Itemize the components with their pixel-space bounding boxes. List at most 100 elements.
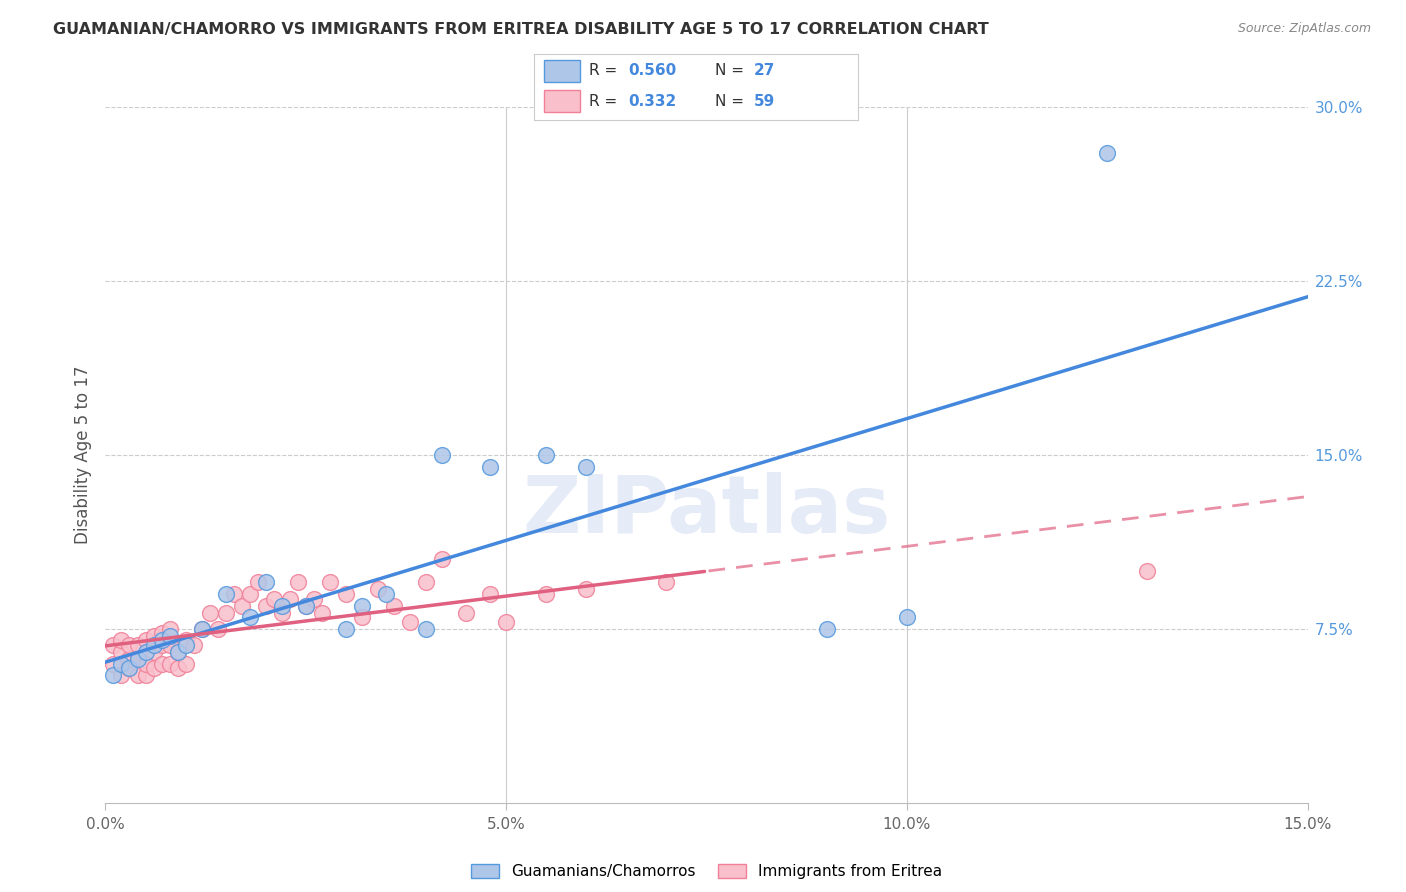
Point bbox=[231, 599, 253, 613]
Point bbox=[239, 587, 262, 601]
Point bbox=[382, 599, 405, 613]
Point bbox=[103, 638, 125, 652]
Point bbox=[575, 459, 598, 474]
Point bbox=[127, 668, 149, 682]
Point bbox=[110, 645, 132, 659]
Point bbox=[150, 626, 173, 640]
Point bbox=[110, 668, 132, 682]
Text: 59: 59 bbox=[754, 95, 776, 109]
Point bbox=[214, 587, 236, 601]
Point bbox=[287, 575, 309, 590]
Legend: Guamanians/Chamorros, Immigrants from Eritrea: Guamanians/Chamorros, Immigrants from Er… bbox=[465, 858, 948, 886]
Point bbox=[150, 638, 173, 652]
Point bbox=[319, 575, 342, 590]
Text: N =: N = bbox=[716, 63, 749, 78]
Text: R =: R = bbox=[589, 95, 623, 109]
Point bbox=[534, 448, 557, 462]
Bar bbox=[544, 90, 579, 112]
Point bbox=[183, 638, 205, 652]
Text: R =: R = bbox=[589, 63, 623, 78]
Text: Source: ZipAtlas.com: Source: ZipAtlas.com bbox=[1237, 22, 1371, 36]
Point bbox=[335, 587, 357, 601]
Point bbox=[159, 622, 181, 636]
Point bbox=[655, 575, 678, 590]
Point bbox=[896, 610, 918, 624]
Point bbox=[534, 587, 557, 601]
Point bbox=[110, 657, 132, 671]
Point bbox=[142, 661, 165, 675]
Point bbox=[367, 582, 389, 597]
Point bbox=[159, 657, 181, 671]
Text: 0.332: 0.332 bbox=[628, 95, 676, 109]
Point bbox=[127, 652, 149, 666]
Point bbox=[166, 645, 188, 659]
Point bbox=[135, 657, 157, 671]
Point bbox=[302, 591, 325, 606]
Point bbox=[239, 610, 262, 624]
Point bbox=[190, 622, 212, 636]
Text: 27: 27 bbox=[754, 63, 776, 78]
Bar bbox=[544, 60, 579, 82]
Point bbox=[142, 638, 165, 652]
Point bbox=[1136, 564, 1159, 578]
Point bbox=[110, 633, 132, 648]
Point bbox=[254, 575, 277, 590]
Point bbox=[159, 629, 181, 643]
Point bbox=[374, 587, 398, 601]
Point bbox=[135, 668, 157, 682]
Point bbox=[103, 657, 125, 671]
Point bbox=[118, 652, 141, 666]
Text: 0.560: 0.560 bbox=[628, 63, 676, 78]
Point bbox=[166, 661, 188, 675]
Point bbox=[207, 622, 229, 636]
Point bbox=[295, 599, 318, 613]
Point bbox=[350, 599, 373, 613]
Y-axis label: Disability Age 5 to 17: Disability Age 5 to 17 bbox=[73, 366, 91, 544]
Point bbox=[399, 615, 422, 629]
Point bbox=[479, 459, 502, 474]
Point bbox=[415, 575, 437, 590]
Point bbox=[150, 633, 173, 648]
Point bbox=[454, 606, 477, 620]
Point bbox=[174, 633, 197, 648]
Point bbox=[190, 622, 212, 636]
Point bbox=[295, 599, 318, 613]
Point bbox=[430, 448, 453, 462]
Point bbox=[430, 552, 453, 566]
Point bbox=[214, 606, 236, 620]
Point bbox=[350, 610, 373, 624]
Point bbox=[495, 615, 517, 629]
Point bbox=[174, 657, 197, 671]
Point bbox=[142, 645, 165, 659]
Point bbox=[118, 661, 141, 675]
Point bbox=[150, 657, 173, 671]
Point bbox=[278, 591, 301, 606]
Point bbox=[135, 633, 157, 648]
Point bbox=[142, 629, 165, 643]
Point bbox=[127, 652, 149, 666]
Point bbox=[118, 661, 141, 675]
Point bbox=[815, 622, 838, 636]
Point bbox=[135, 645, 157, 659]
Point bbox=[335, 622, 357, 636]
Point bbox=[270, 599, 292, 613]
Point bbox=[311, 606, 333, 620]
Text: GUAMANIAN/CHAMORRO VS IMMIGRANTS FROM ERITREA DISABILITY AGE 5 TO 17 CORRELATION: GUAMANIAN/CHAMORRO VS IMMIGRANTS FROM ER… bbox=[53, 22, 990, 37]
Point bbox=[127, 638, 149, 652]
Point bbox=[1097, 146, 1119, 161]
Point bbox=[415, 622, 437, 636]
Point bbox=[174, 638, 197, 652]
Text: N =: N = bbox=[716, 95, 749, 109]
Text: ZIPatlas: ZIPatlas bbox=[523, 472, 890, 549]
Point bbox=[118, 638, 141, 652]
Point bbox=[575, 582, 598, 597]
Point bbox=[222, 587, 245, 601]
Point bbox=[246, 575, 269, 590]
Point bbox=[263, 591, 285, 606]
Point bbox=[479, 587, 502, 601]
Point bbox=[270, 606, 292, 620]
Point bbox=[103, 668, 125, 682]
Point bbox=[198, 606, 221, 620]
Point bbox=[254, 599, 277, 613]
Point bbox=[166, 645, 188, 659]
